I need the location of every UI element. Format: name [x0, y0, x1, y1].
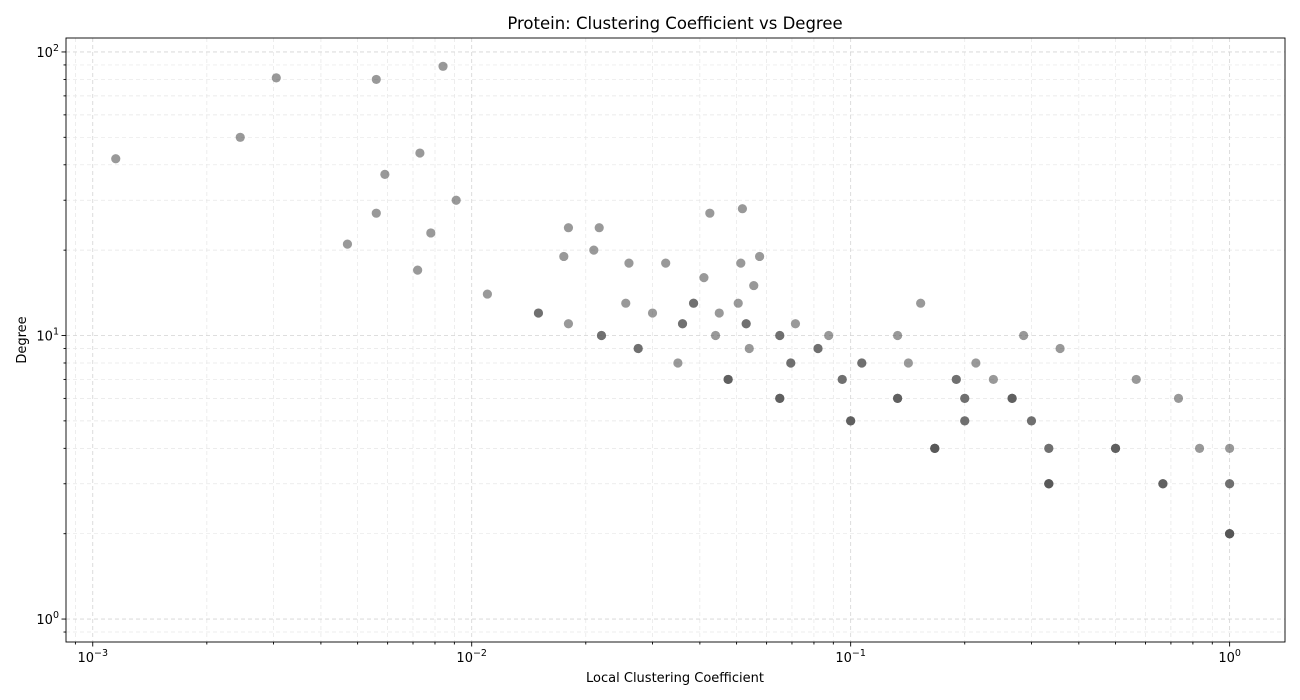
data-point	[733, 298, 743, 308]
data-point	[786, 358, 796, 368]
data-point	[673, 358, 683, 368]
data-point	[749, 280, 759, 291]
data-point	[741, 319, 751, 329]
y-tick-label: 102	[36, 43, 59, 61]
data-point	[563, 319, 574, 329]
data-point	[754, 251, 765, 262]
data-point	[775, 393, 785, 404]
data-point	[371, 208, 381, 218]
x-axis-label: Local Clustering Coefficient	[586, 671, 764, 686]
data-point	[596, 330, 607, 341]
data-point	[971, 358, 981, 368]
data-points	[111, 61, 1235, 539]
data-point	[1225, 479, 1235, 489]
y-tick-label: 101	[36, 327, 59, 345]
data-point	[893, 393, 903, 404]
data-point	[271, 73, 281, 83]
data-point	[1158, 479, 1168, 489]
data-point	[594, 223, 604, 233]
data-point	[744, 343, 754, 354]
data-point	[1225, 529, 1235, 539]
data-point	[699, 273, 709, 283]
data-point	[413, 265, 423, 275]
y-axis-label: Degree	[15, 316, 30, 363]
data-point	[1044, 479, 1054, 489]
data-point	[1019, 330, 1029, 341]
data-point	[482, 289, 492, 299]
chart-title: Protein: Clustering Coefficient vs Degre…	[507, 14, 842, 33]
data-point	[988, 374, 998, 385]
data-point	[1194, 443, 1205, 453]
data-point	[1044, 443, 1054, 453]
data-point	[903, 358, 913, 368]
data-point	[563, 223, 574, 233]
data-point	[736, 258, 746, 268]
x-tick-label: 10−3	[77, 648, 108, 666]
data-point	[723, 374, 733, 385]
data-point	[451, 195, 461, 205]
data-point	[951, 374, 961, 385]
y-tick-label: 100	[36, 610, 59, 628]
x-tick-label: 10−2	[456, 648, 487, 666]
data-point	[960, 393, 970, 404]
data-point	[1055, 343, 1065, 354]
data-point	[371, 74, 381, 85]
x-tick-label: 100	[1218, 648, 1241, 666]
data-point	[960, 416, 970, 426]
data-point	[737, 204, 748, 214]
data-point	[633, 343, 643, 354]
data-point	[235, 132, 245, 142]
data-point	[426, 228, 436, 238]
x-tick-label: 10−1	[835, 648, 866, 666]
data-point	[1173, 393, 1184, 404]
data-point	[621, 298, 631, 308]
data-point	[533, 308, 544, 318]
data-point	[705, 208, 715, 218]
axis-ticks: 10−3 10−2 10−1 100 100 101 102	[36, 43, 1241, 666]
data-point	[916, 298, 926, 308]
data-point	[837, 374, 847, 385]
data-point	[1110, 443, 1121, 453]
data-point	[677, 319, 688, 329]
data-point	[714, 308, 724, 318]
data-point	[661, 258, 671, 268]
data-point	[559, 251, 569, 262]
data-point	[846, 416, 856, 426]
plot-frame	[65, 37, 1286, 643]
data-point	[589, 245, 599, 255]
data-point	[647, 308, 658, 318]
data-point	[415, 148, 425, 158]
data-point	[111, 154, 121, 164]
data-point	[930, 443, 940, 453]
grid	[66, 38, 1285, 642]
data-point	[893, 330, 903, 341]
data-point	[688, 298, 699, 308]
data-point	[813, 343, 823, 354]
data-point	[438, 61, 448, 71]
data-point	[775, 330, 785, 341]
data-point	[380, 169, 390, 179]
data-point	[1026, 416, 1037, 426]
data-point	[1131, 374, 1141, 385]
data-point	[342, 239, 353, 249]
data-point	[1007, 393, 1017, 404]
data-point	[824, 330, 834, 341]
data-point	[624, 258, 634, 268]
data-point	[857, 358, 867, 368]
data-point	[710, 330, 721, 341]
data-point	[790, 319, 801, 329]
data-point	[1225, 443, 1235, 453]
